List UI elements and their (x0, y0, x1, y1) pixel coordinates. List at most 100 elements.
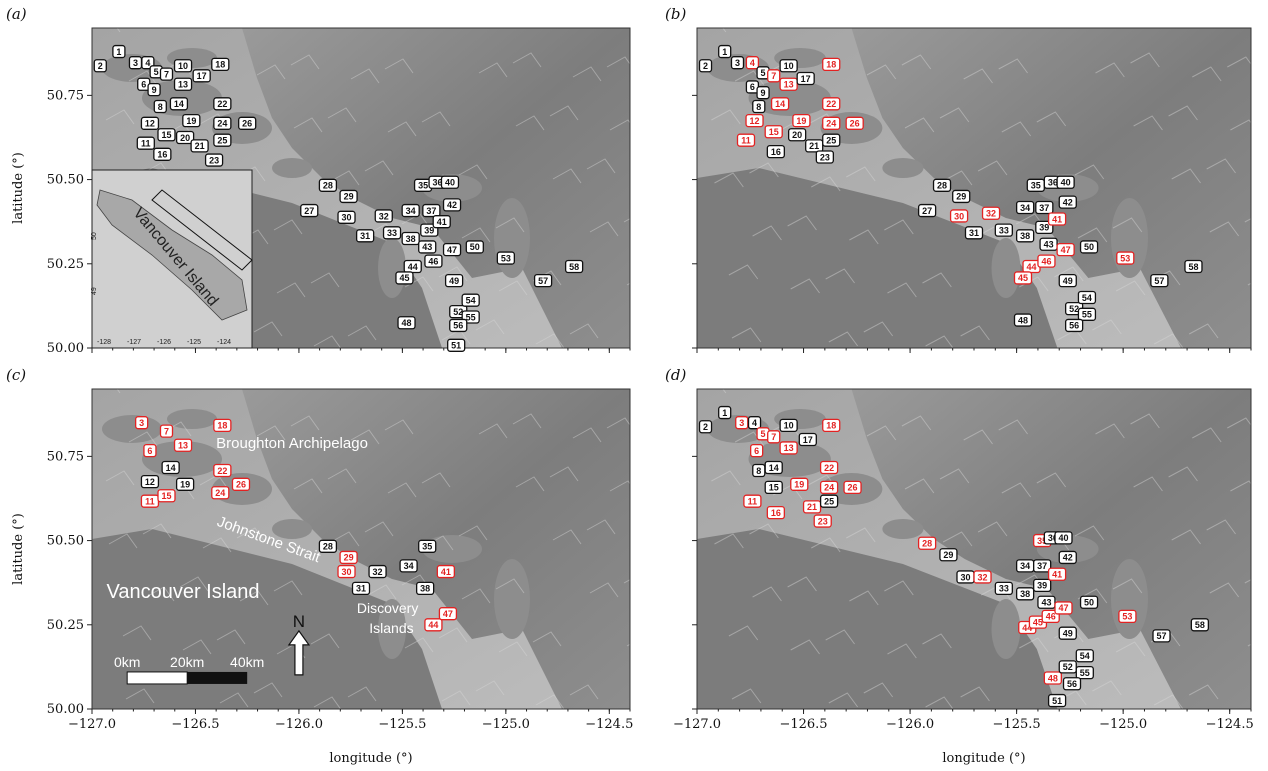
relief-ridge (384, 58, 414, 74)
site-marker-label: 58 (1188, 262, 1198, 272)
site-marker-label: 10 (784, 61, 794, 71)
site-marker-label: 13 (784, 443, 794, 453)
site-marker-box (173, 59, 193, 73)
site-marker-label: 10 (784, 421, 794, 431)
site-marker-box (939, 548, 958, 562)
x-axis-label: longitude (°) (329, 751, 412, 766)
site-marker-label: 15 (769, 127, 779, 137)
site-marker-label: 23 (209, 155, 219, 165)
relief-ridge (1153, 333, 1184, 348)
relief-ridge (1001, 121, 1032, 137)
site-marker-label: 47 (1058, 603, 1068, 613)
relief-ridge (977, 160, 1008, 176)
site-marker-label: 45 (399, 273, 409, 283)
relief-ridge (866, 64, 897, 80)
site-marker-box (213, 463, 232, 478)
relief-ridge (1168, 105, 1198, 121)
site-marker: 16 (153, 147, 172, 161)
site-marker-box (745, 56, 760, 70)
site-marker-box (444, 273, 464, 288)
site-marker-label: 48 (1048, 673, 1058, 683)
relief-ridge (960, 325, 990, 341)
site-marker-label: 2 (98, 61, 103, 71)
site-marker: 1 (718, 44, 732, 59)
relief-ridge (787, 576, 817, 592)
site-marker: 54 (461, 293, 480, 307)
site-marker: 21 (802, 500, 822, 514)
site-marker: 25 (819, 494, 839, 508)
relief-ridge (572, 66, 602, 82)
site-marker-box (1056, 242, 1075, 257)
site-marker-label: 18 (217, 421, 227, 431)
site-marker: 31 (351, 581, 371, 596)
relief-ridge (327, 468, 357, 484)
site-marker: 43 (1037, 595, 1056, 609)
site-marker: 6 (143, 443, 157, 458)
relief-ridge (273, 580, 303, 596)
relief-ridge (253, 682, 283, 698)
x-tick-label: −124.5 (585, 717, 633, 732)
site-marker: 40 (1054, 531, 1073, 545)
relief-ridge (475, 319, 505, 335)
site-marker: 37 (1035, 200, 1054, 215)
site-marker-label: 11 (741, 135, 751, 145)
site-marker-label: 6 (147, 446, 152, 456)
site-marker: 27 (917, 203, 937, 218)
site-marker-box (449, 318, 468, 333)
site-marker: 46 (424, 254, 443, 268)
site-marker-label: 58 (569, 262, 579, 272)
y-axis-label: latitude (°) (11, 513, 26, 585)
site-marker: 16 (766, 505, 785, 520)
site-marker-box (1062, 677, 1082, 691)
relief-ridge (290, 54, 320, 70)
site-marker-box (175, 477, 195, 491)
site-marker-label: 32 (986, 209, 996, 219)
site-marker-box (374, 209, 393, 223)
site-marker: 10 (779, 418, 798, 433)
site-marker-box (382, 226, 402, 240)
relief-ridge (313, 696, 342, 709)
relief-ridge (495, 217, 525, 233)
site-marker: 29 (952, 189, 971, 204)
site-marker: 35 (418, 539, 437, 553)
relief-ridge (1074, 164, 1105, 180)
site-marker-label: 17 (197, 71, 207, 81)
site-marker-label: 2 (703, 422, 708, 432)
relief-ridge (253, 321, 283, 337)
site-marker-box (153, 99, 167, 114)
relief-ridge (1074, 525, 1105, 541)
site-marker: 22 (213, 97, 232, 111)
site-marker-box (1058, 626, 1077, 640)
relief-ridge (1206, 158, 1236, 174)
site-marker-box (917, 536, 937, 550)
site-marker-label: 13 (784, 80, 794, 90)
site-marker-label: 45 (1033, 617, 1043, 627)
site-marker: 38 (1015, 587, 1035, 601)
site-marker-box (822, 133, 841, 147)
site-marker: 47 (442, 242, 462, 257)
y-tick-label: 50.25 (47, 618, 84, 633)
site-marker: 51 (447, 338, 466, 352)
inset-y-tick: 49 (91, 287, 98, 295)
site-marker: 14 (161, 460, 180, 475)
site-marker: 50 (465, 240, 484, 254)
y-tick-label: 50.75 (47, 449, 84, 464)
site-marker-box (140, 474, 160, 489)
site-marker: 42 (1058, 195, 1077, 209)
site-marker-box (718, 405, 732, 420)
relief-ridge (1130, 413, 1160, 429)
site-marker-box (339, 189, 358, 204)
site-marker: 37 (422, 203, 441, 218)
site-marker-label: 29 (956, 192, 966, 202)
site-marker-box (698, 420, 713, 434)
site-marker-label: 7 (164, 69, 169, 79)
site-marker-box (1077, 307, 1097, 321)
site-marker-label: 41 (1052, 214, 1062, 224)
site-marker: 48 (1043, 671, 1062, 685)
site-marker-label: 53 (1120, 253, 1130, 263)
site-marker-label: 54 (466, 295, 476, 305)
relief-ridge (475, 680, 505, 696)
site-marker: 50 (1079, 595, 1099, 609)
relief-ridge (939, 107, 970, 123)
site-marker: 43 (418, 240, 437, 254)
